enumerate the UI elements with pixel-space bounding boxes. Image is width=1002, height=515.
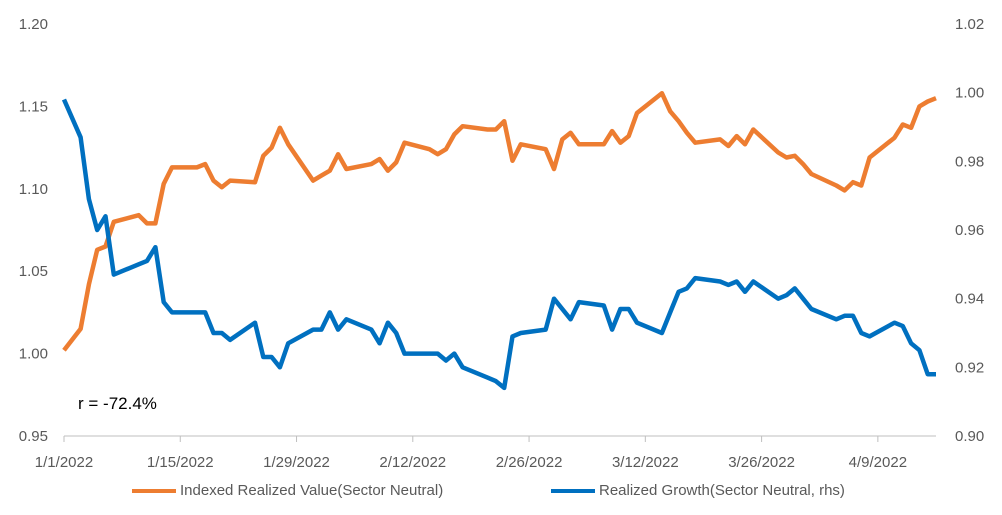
y-left-tick-label: 1.00 xyxy=(19,346,48,363)
y-right-tick-label: 0.92 xyxy=(955,359,984,376)
x-tick-label: 3/12/2022 xyxy=(612,454,679,471)
legend-item-value: Indexed Realized Value(Sector Neutral) xyxy=(132,482,443,499)
legend: Indexed Realized Value(Sector Neutral) R… xyxy=(0,482,1002,508)
series-line-realized-growth xyxy=(61,98,936,391)
x-tick-label: 4/9/2022 xyxy=(849,454,907,471)
y-right-tick-label: 0.96 xyxy=(955,222,984,239)
y-left-tick-label: 1.05 xyxy=(19,263,48,280)
y-right-tick-label: 0.94 xyxy=(955,291,984,308)
line-chart: 1/1/2022 1/15/2022 1/29/2022 2/12/2022 2/26/… xyxy=(19,16,984,471)
legend-item-growth: Realized Growth(Sector Neutral, rhs) xyxy=(551,482,845,499)
y-right-tick-label: 0.90 xyxy=(955,428,984,445)
x-tick-label: 1/1/2022 xyxy=(35,454,93,471)
legend-swatch-value xyxy=(132,488,176,493)
x-tick-label: 1/15/2022 xyxy=(147,454,214,471)
y-right-tick-label: 1.02 xyxy=(955,16,984,33)
y-left-tick-label: 0.95 xyxy=(19,428,48,445)
y-right-tick-label: 1.00 xyxy=(955,85,984,102)
y-left-tick-label: 1.15 xyxy=(19,98,48,115)
x-tick-label: 3/26/2022 xyxy=(728,454,795,471)
x-tick-label: 1/29/2022 xyxy=(263,454,330,471)
y-left-tick-label: 1.10 xyxy=(19,181,48,198)
legend-label-growth: Realized Growth(Sector Neutral, rhs) xyxy=(599,482,845,499)
series-line-realized-value xyxy=(62,90,937,352)
legend-label-value: Indexed Realized Value(Sector Neutral) xyxy=(180,482,444,499)
correlation-annotation: r = -72.4% xyxy=(78,394,157,413)
y-left-tick-label: 1.20 xyxy=(19,16,48,33)
legend-swatch-growth xyxy=(551,488,595,493)
x-tick-label: 2/26/2022 xyxy=(496,454,563,471)
y-right-tick-label: 0.98 xyxy=(955,153,984,170)
x-tick-label: 2/12/2022 xyxy=(379,454,446,471)
